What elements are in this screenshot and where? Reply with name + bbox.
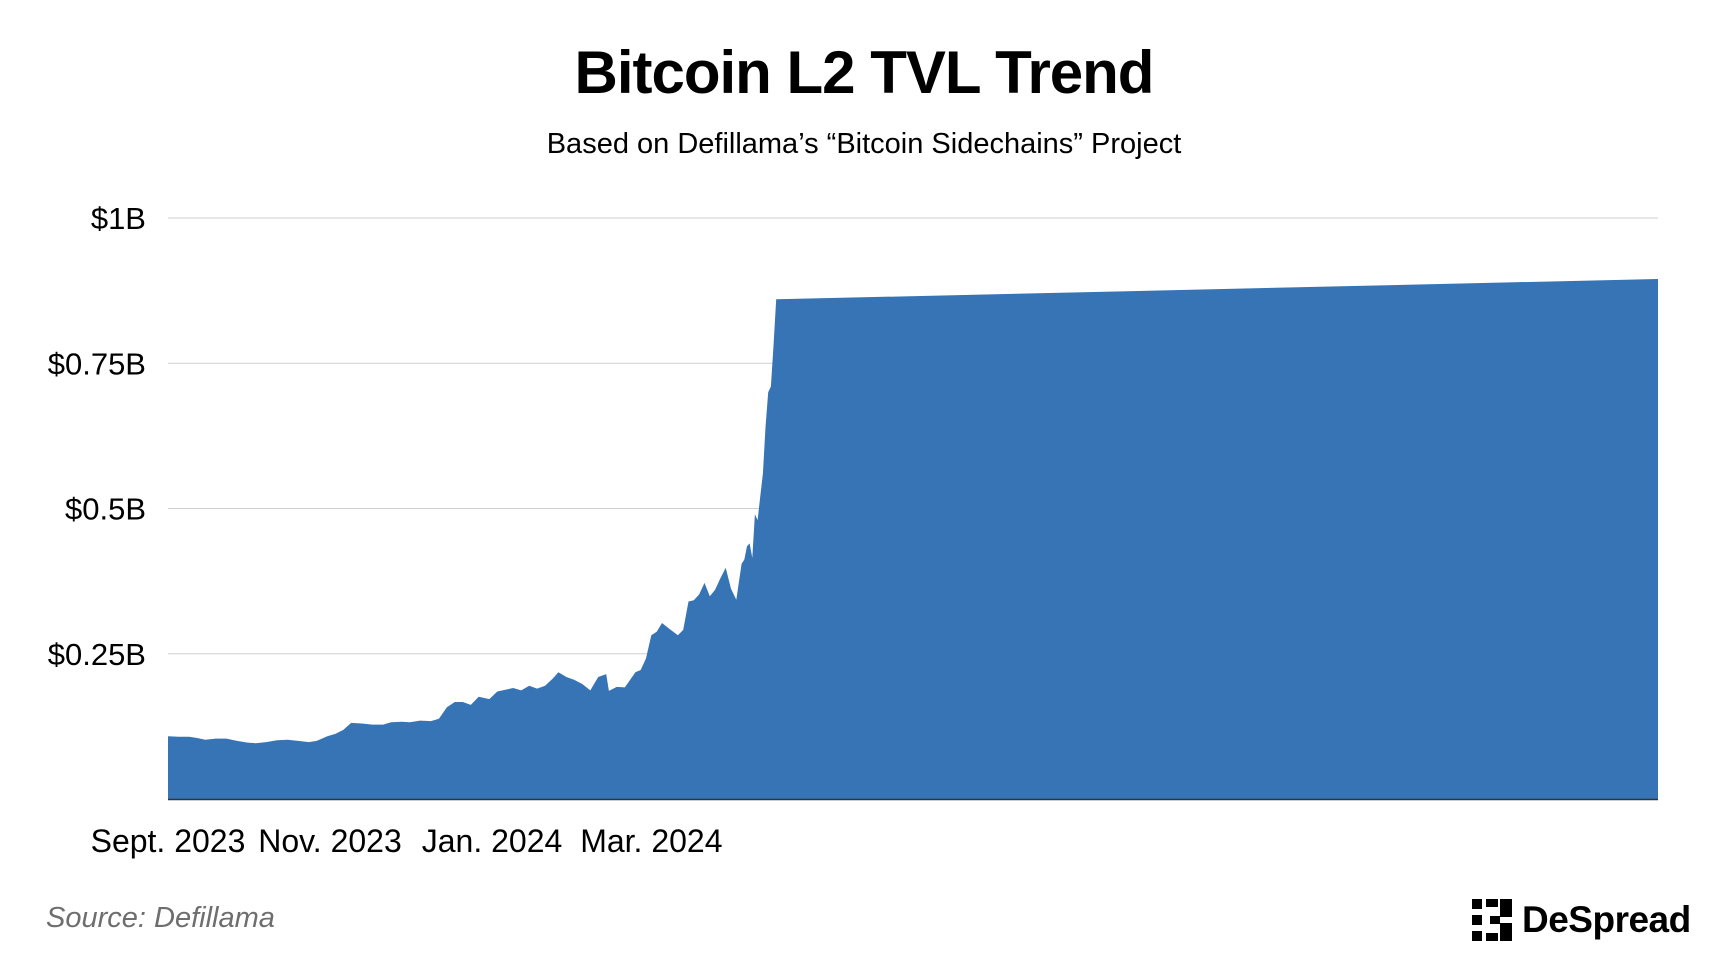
brand-logo: DeSpread: [1472, 898, 1691, 942]
x-tick-label-2: Jan. 2024: [422, 823, 563, 859]
chart-subtitle: Based on Defillama’s “Bitcoin Sidechains…: [546, 128, 1182, 160]
area-series: [168, 279, 1658, 799]
y-tick-label-2: $0.75B: [48, 346, 146, 381]
x-tick-label-3: Mar. 2024: [580, 823, 722, 859]
x-tick-label-1: Nov. 2023: [258, 823, 402, 859]
tvl-area: [168, 279, 1658, 799]
chart-title: Bitcoin L2 TVL Trend: [574, 39, 1155, 106]
axes: $0.25B $0.5B $0.75B $1B Sept. 2023 Nov. 2023 J…: [48, 201, 1658, 859]
brand-name: DeSpread: [1522, 899, 1691, 940]
x-tick-label-0: Sept. 2023: [91, 823, 246, 859]
source-note: Source: Defillama: [46, 902, 275, 934]
y-tick-label-3: $1B: [91, 201, 146, 236]
y-tick-label-1: $0.5B: [65, 492, 146, 527]
despread-mark-icon: [1472, 899, 1512, 941]
y-tick-label-0: $0.25B: [48, 637, 146, 672]
